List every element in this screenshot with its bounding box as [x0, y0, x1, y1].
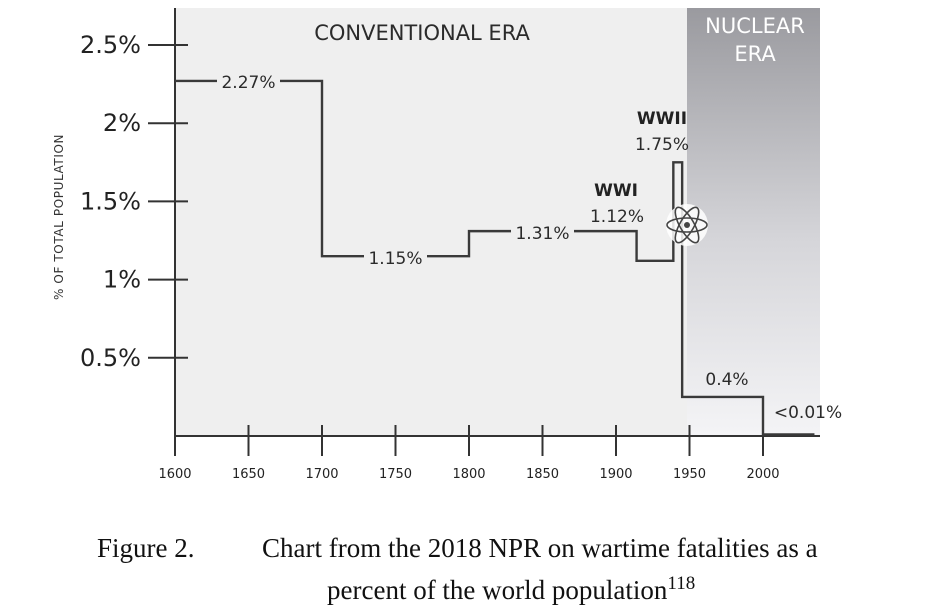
data-label: 1.31% [515, 224, 569, 244]
caption-line-2-text: percent of the world population [327, 575, 668, 605]
data-label: 2.27% [221, 73, 275, 93]
data-label-bg [364, 246, 427, 271]
nuclear-era-label-line1: NUCLEAR [705, 14, 805, 38]
y-tick-label: 2% [103, 109, 141, 137]
caption-line-2: percent of the world population118 [327, 566, 695, 608]
conventional-era-label: CONVENTIONAL ERA [314, 21, 530, 45]
axes: 0.5% 1% 1.5% 2% 2.5% 1600 1650 1700 1750 1800 1850… [80, 8, 820, 482]
data-label: 1.75% [635, 135, 689, 155]
y-tick-label: 2.5% [80, 31, 141, 59]
x-tick-label: 1750 [379, 467, 412, 482]
x-tick-label: 1800 [452, 467, 485, 482]
data-label-bg [217, 69, 280, 94]
x-tick-label: 1850 [526, 467, 559, 482]
chart: CONVENTIONAL ERA NUCLEAR ERA % OF TOTAL … [52, 8, 842, 482]
data-labels: 2.27% 1.15% 1.31% 1.12% 1.75% 0.4% <0.01% [217, 69, 842, 423]
data-label: 1.15% [368, 249, 422, 269]
nuclear-era-label-line2: ERA [734, 42, 776, 66]
y-axis-label: % OF TOTAL POPULATION [52, 134, 66, 300]
figure-number: Figure 2. [97, 533, 195, 563]
y-tick-label: 1% [103, 266, 141, 294]
wwii-label: WWII [637, 109, 687, 129]
x-tick-label: 1700 [305, 467, 338, 482]
caption-line-1: Chart from the 2018 NPR on wartime fatal… [262, 533, 818, 563]
caption-reference: 118 [667, 573, 696, 594]
y-tick-label: 1.5% [80, 187, 141, 215]
data-label: 0.4% [705, 370, 748, 390]
x-tick-label: 2000 [746, 467, 779, 482]
data-label: 1.12% [590, 207, 644, 227]
data-label: <0.01% [774, 403, 842, 423]
nuclear-era-region [687, 8, 820, 436]
x-tick-label: 1650 [232, 467, 265, 482]
wwi-label: WWI [594, 181, 638, 201]
data-label-bg [511, 221, 574, 246]
x-tick-label: 1950 [673, 467, 706, 482]
y-tick-label: 0.5% [80, 344, 141, 372]
atom-icon [666, 204, 708, 246]
x-tick-label: 1900 [599, 467, 632, 482]
x-tick-label: 1600 [158, 467, 191, 482]
